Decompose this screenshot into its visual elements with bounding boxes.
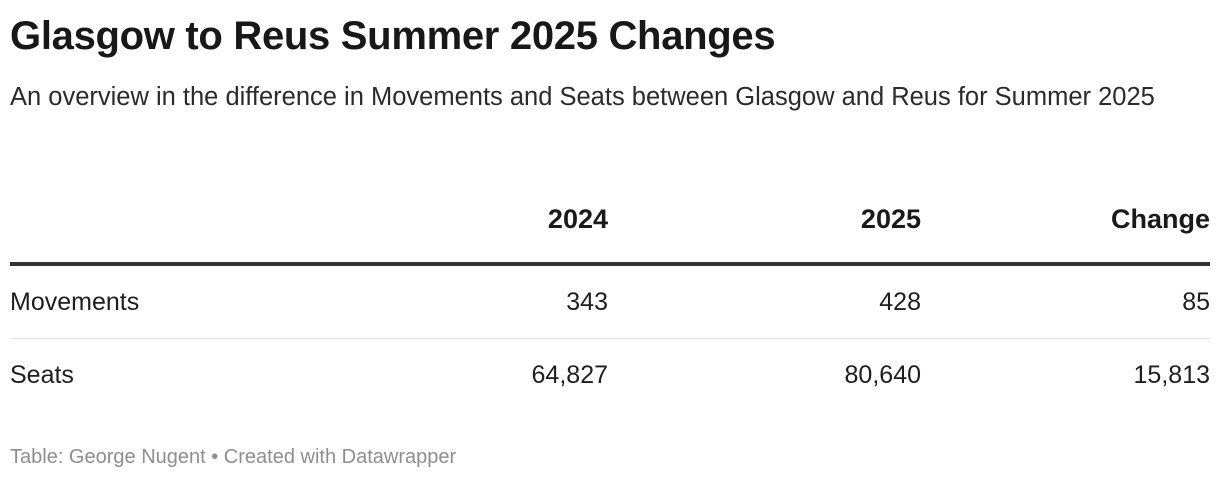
column-header-change: Change: [921, 194, 1210, 266]
cell-2024: 64,827: [531, 361, 608, 389]
column-header-2024: 2024: [300, 194, 608, 266]
cell-change: 85: [921, 264, 1210, 339]
chart-subtitle: An overview in the difference in Movemen…: [10, 83, 1155, 111]
row-label: Movements: [10, 264, 300, 339]
table-row-seats: Seats 64,827 80,640 15,813: [10, 339, 1210, 413]
column-header-2025: 2025: [608, 194, 921, 266]
cell-2024: 343: [300, 264, 608, 339]
row-label: Seats: [10, 361, 74, 389]
chart-title: Glasgow to Reus Summer 2025 Changes: [10, 14, 776, 58]
cell-2025: 428: [608, 264, 921, 339]
table-row-movements: Movements 343 428 85: [10, 264, 1210, 339]
cell-2025: 80,640: [844, 361, 921, 389]
column-header-label: [10, 194, 300, 266]
data-table: 2024 2025 Change Movements 343 428 85 Se…: [10, 194, 1210, 412]
cell-change: 15,813: [1133, 361, 1210, 389]
source-footer: Table: George Nugent • Created with Data…: [10, 446, 457, 468]
table-header-row: 2024 2025 Change: [10, 194, 1210, 266]
